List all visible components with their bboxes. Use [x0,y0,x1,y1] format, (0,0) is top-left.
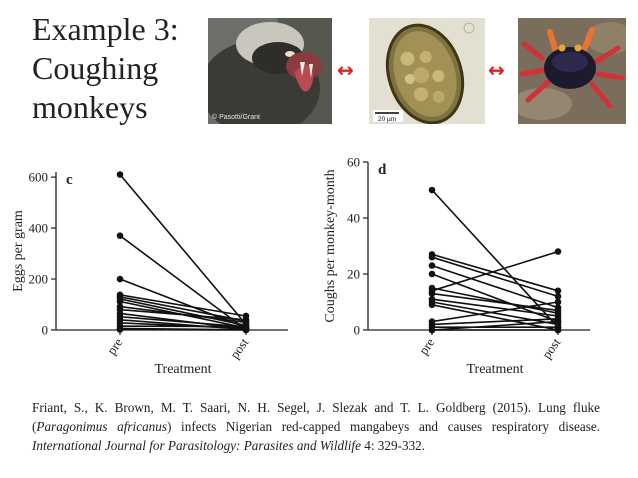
y-tick-label: 200 [29,272,49,287]
data-point-post [242,316,250,324]
series-line [431,301,559,323]
data-point-post [554,307,562,314]
data-point-post [554,293,562,300]
series-line [431,264,559,309]
series-line [119,174,247,325]
y-tick-label: 600 [29,170,49,185]
link-arrow-right: ↔ [488,58,505,82]
y-axis-title: Eggs per gram [11,210,26,292]
data-point-pre [428,290,436,297]
data-point-pre [428,262,436,269]
data-point-pre [428,253,436,261]
series-line [119,328,247,331]
coughs-per-monkey-month-chart: 0 20 40 60 pre post d Treatment Coughs per monke… [323,155,590,377]
y-tick-label: 0 [354,323,361,338]
monkey-photo: © Pasotti/Grant [208,18,332,124]
x-axis-title: Treatment [466,362,523,377]
eggs-per-gram-chart: 0 200 400 600 pre post c Treatment Eggs per gram [11,170,288,377]
slide-title: Example 3: Coughing monkeys [32,11,179,125]
data-point-pre [116,232,124,240]
x-tick-label-post: post [227,335,252,362]
data-point-pre [428,270,436,278]
monkey-credit: © Pasotti/Grant [212,113,260,121]
series-line [431,298,559,317]
link-arrow-left: ↔ [337,58,354,82]
x-axis-title: Treatment [154,362,211,377]
series-line [119,298,247,327]
data-point-post [554,287,562,295]
x-tick-label-post: post [539,335,564,362]
crab-photo [518,18,626,124]
series-line [431,189,559,328]
series-line [119,235,247,331]
panel-label: c [66,172,73,188]
series-line [431,253,559,292]
data-point-pre [428,326,436,334]
data-point-post [554,298,562,306]
citation-title: ) infects Nigerian red-capped mangabeys … [166,419,600,434]
egg-scale-bar-label: 20 µm [378,116,396,123]
series-line [431,273,559,323]
data-point-pre [428,301,436,309]
data-point-post [554,318,562,325]
series-line [119,296,247,322]
series-line [431,292,559,312]
data-point-pre [116,275,124,283]
y-tick-label: 0 [42,323,49,338]
series-line [431,320,559,331]
data-point-pre [116,171,124,178]
egg-micrograph-photo: 20 µm [369,18,485,124]
series-line [431,250,559,292]
series-line [431,287,559,314]
y-tick-label: 40 [347,211,360,226]
series-line [431,318,559,326]
series-line [431,256,559,298]
citation-volume: 4: 329-332. [360,438,426,453]
data-point-pre [428,186,436,194]
data-point-post [242,326,250,334]
citation-journal: International Journal for Parasitology: … [32,438,361,453]
series-line [119,294,247,317]
y-tick-label: 20 [347,267,360,282]
x-tick-label-pre: pre [104,335,126,357]
series-line [119,315,247,328]
series-line [431,304,559,331]
y-axis-title: Coughs per monkey-month [323,169,338,322]
x-tick-label-pre: pre [416,335,438,357]
data-point-pre [116,326,124,333]
y-tick-label: 60 [347,155,360,170]
data-point-post [554,248,562,255]
series-line [431,301,559,326]
citation: Friant, S., K. Brown, M. T. Saari, N. H.… [32,398,600,455]
data-point-pre [116,298,124,305]
citation-authors: Friant, S., K. Brown, M. T. Saari, N. H.… [32,400,600,434]
panel-label: d [378,162,387,178]
series-line [119,308,247,321]
y-tick-label: 400 [29,221,49,236]
citation-species: Paragonimus africanus [36,419,167,434]
data-point-post [554,326,562,334]
